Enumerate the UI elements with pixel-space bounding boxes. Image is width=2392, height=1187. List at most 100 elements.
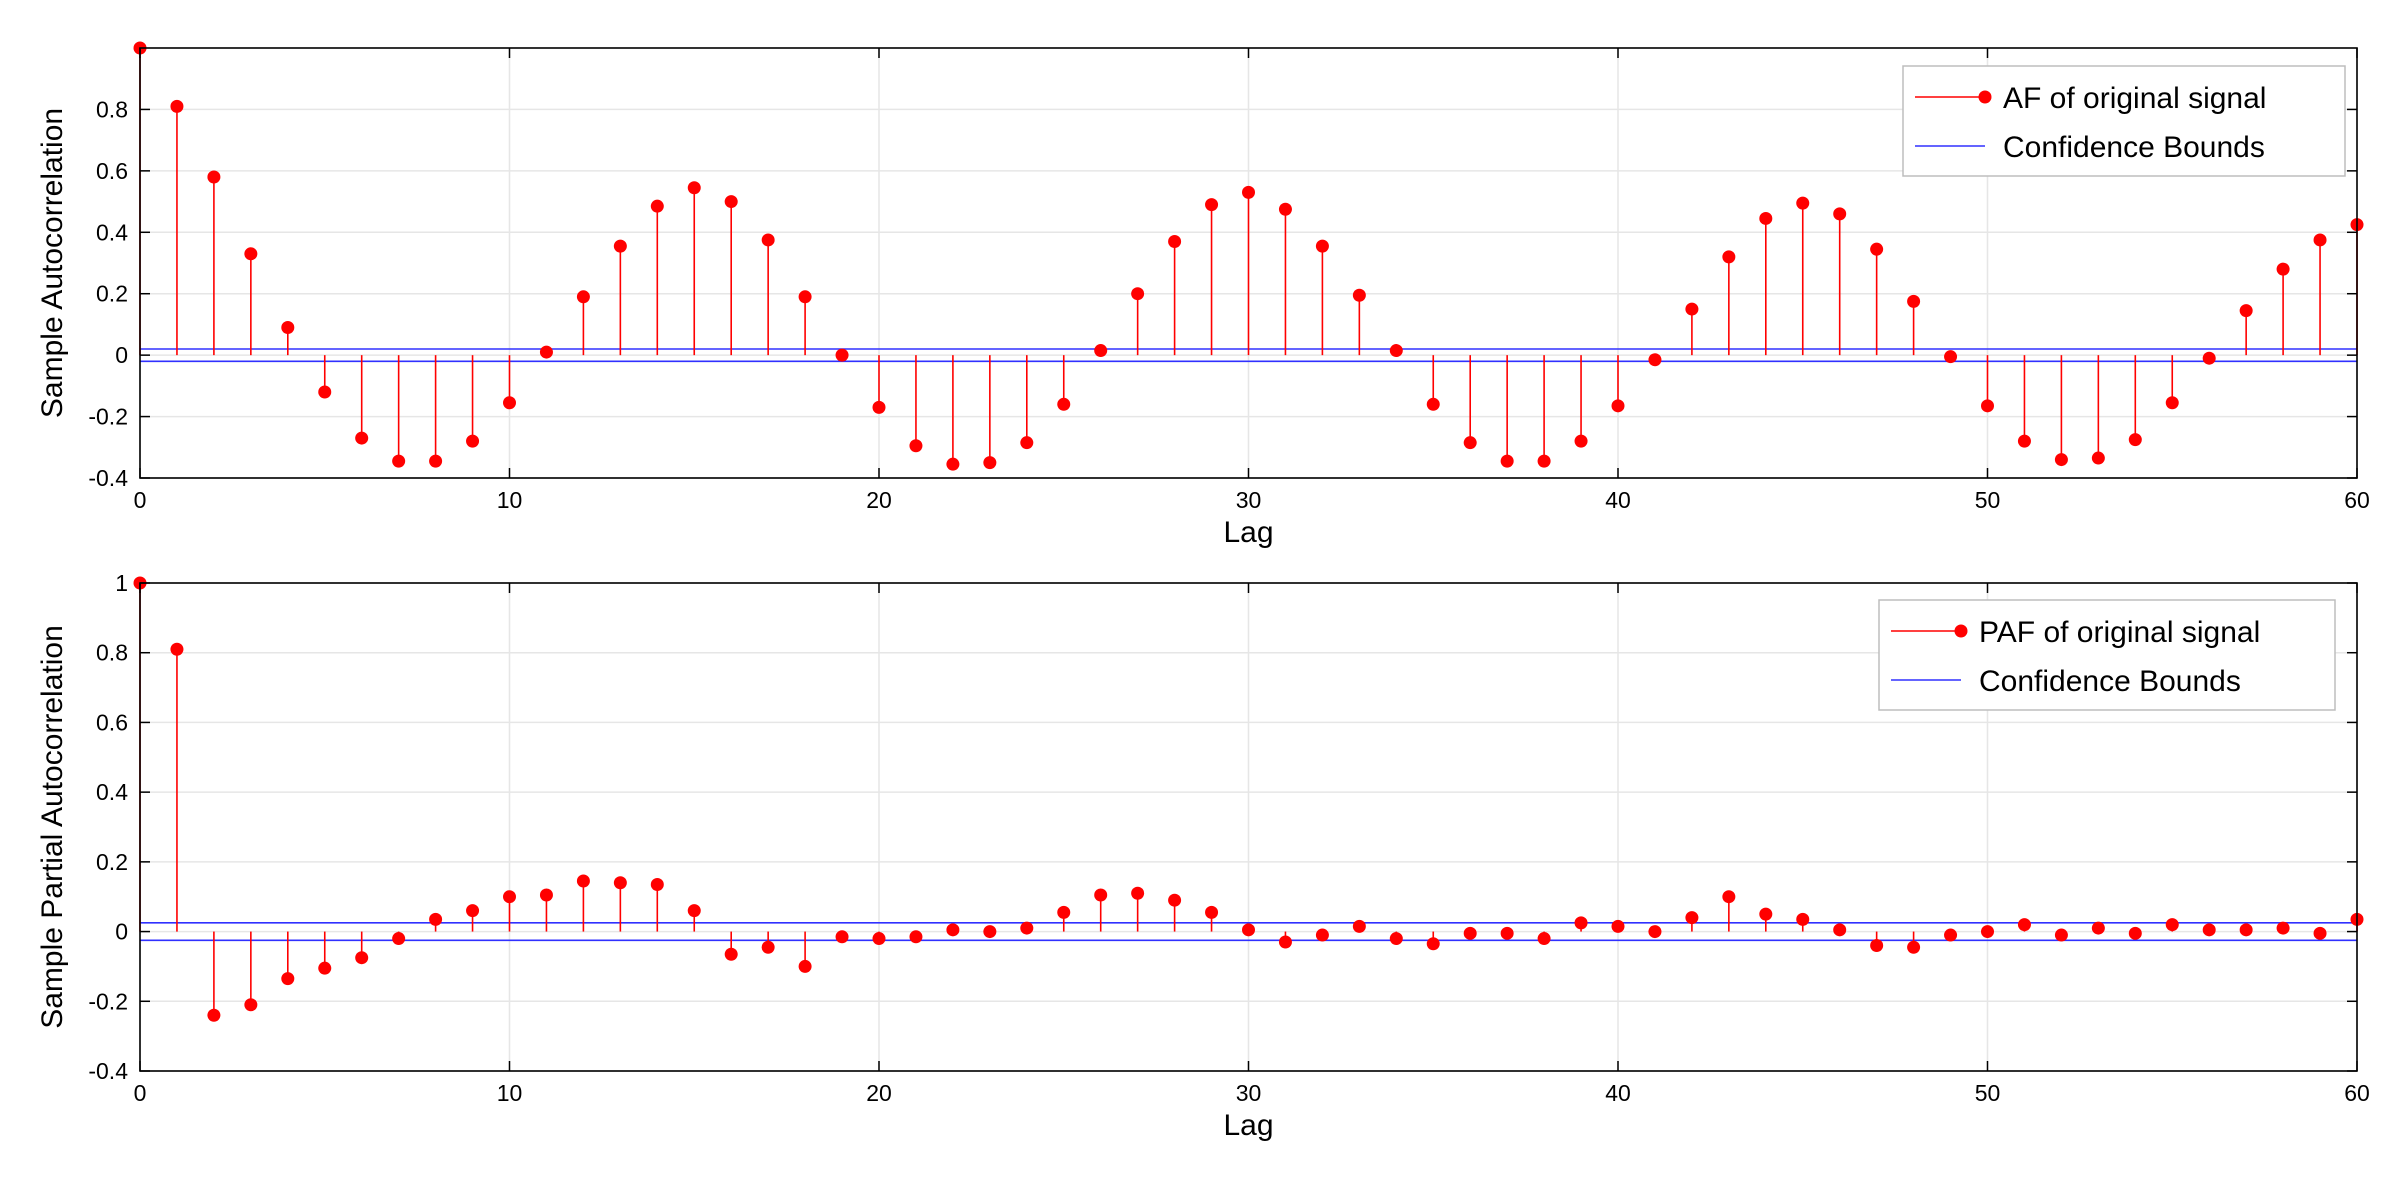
data-point (244, 247, 258, 261)
legend-label: Confidence Bounds (2003, 131, 2265, 164)
data-point (798, 290, 812, 304)
data-point (687, 181, 701, 195)
data-point (1759, 211, 1773, 225)
y-tick-label: 0.6 (96, 709, 128, 735)
data-point (872, 932, 886, 946)
data-point (613, 239, 627, 253)
data-point (576, 290, 590, 304)
data-point (1907, 294, 1921, 308)
y-tick-label: -0.2 (88, 404, 128, 430)
data-point (1833, 207, 1847, 221)
data-point (244, 998, 258, 1012)
data-point (1685, 302, 1699, 316)
data-point (724, 195, 738, 209)
data-point (1722, 250, 1736, 264)
data-point (1094, 344, 1108, 358)
y-tick-label: 0.6 (96, 158, 128, 184)
data-point (983, 456, 997, 470)
data-point (576, 874, 590, 888)
data-point (613, 876, 627, 890)
data-point (392, 932, 406, 946)
y-tick-label: -0.4 (88, 1058, 128, 1084)
x-tick-label: 20 (866, 487, 892, 513)
data-point (1722, 890, 1736, 904)
legend: PAF of original signal Confidence Bounds (1878, 599, 2336, 711)
x-tick-label: 50 (1975, 487, 2001, 513)
data-point (539, 888, 553, 902)
data-point (2313, 233, 2327, 247)
acf-panel: 0 10 20 30 40 50 60 -0.4 -0.2 0 0.2 0.4 0.6 0.8 Lag Sam… (36, 41, 2370, 549)
data-point (1537, 454, 1551, 468)
x-tick-label: 50 (1975, 1080, 2001, 1106)
data-point (1870, 939, 1884, 953)
data-point (1796, 912, 1810, 926)
data-point (1020, 921, 1034, 935)
y-tick-label: 0.8 (96, 96, 128, 122)
data-point (355, 951, 369, 965)
y-tick-label: -0.2 (88, 988, 128, 1014)
y-tick-label: 0 (115, 342, 128, 368)
data-point (946, 457, 960, 471)
legend-label: PAF of original signal (1979, 616, 2260, 649)
data-point (724, 947, 738, 961)
x-tick-label: 10 (497, 487, 523, 513)
data-point (1131, 886, 1145, 900)
data-point (1131, 287, 1145, 301)
x-axis-label: Lag (1223, 1109, 1273, 1142)
data-point (1168, 893, 1182, 907)
data-point (650, 878, 664, 892)
data-point (2054, 928, 2068, 942)
data-point (318, 385, 332, 399)
x-tick-label: 20 (866, 1080, 892, 1106)
y-tick-label: 0.4 (96, 219, 128, 245)
x-tick-label: 30 (1236, 1080, 1262, 1106)
legend: AF of original signal Confidence Bounds (1902, 65, 2346, 177)
data-point (1278, 935, 1292, 949)
data-point (2017, 918, 2031, 932)
legend-box (1902, 65, 2346, 177)
y-tick-label: -0.4 (88, 465, 128, 491)
data-point (1389, 344, 1403, 358)
data-point (1685, 911, 1699, 925)
data-point (1611, 919, 1625, 933)
data-point (1944, 928, 1958, 942)
data-point (1833, 923, 1847, 937)
data-point (650, 199, 664, 213)
x-tick-label: 10 (497, 1080, 523, 1106)
data-point (1205, 905, 1219, 919)
data-point (503, 890, 516, 904)
data-point (2239, 923, 2253, 937)
data-point (207, 170, 221, 184)
data-point (281, 321, 295, 334)
x-tick-label: 60 (2344, 487, 2370, 513)
x-tick-label: 60 (2344, 1080, 2370, 1106)
data-point (2313, 926, 2327, 940)
data-point (1500, 926, 1514, 940)
data-point (1315, 928, 1329, 942)
data-point (539, 345, 553, 359)
data-point (2202, 923, 2216, 937)
y-axis-label: Sample Partial Autocorrelation (36, 625, 69, 1029)
data-point (466, 434, 480, 448)
data-point (1205, 198, 1219, 212)
data-point (466, 904, 480, 918)
data-point (1242, 185, 1255, 199)
y-tick-label: 0.2 (96, 849, 128, 875)
data-point (1315, 239, 1329, 253)
data-point (946, 923, 960, 937)
data-point (170, 99, 184, 113)
data-point (1648, 353, 1662, 367)
data-point (281, 972, 295, 986)
data-point (2054, 453, 2068, 467)
data-point (429, 912, 443, 926)
data-point (909, 930, 923, 944)
data-point (1168, 235, 1182, 248)
data-point (355, 431, 369, 445)
data-point (798, 959, 812, 973)
data-point (503, 396, 516, 410)
data-point (1537, 932, 1551, 946)
data-point (909, 439, 923, 453)
data-point (318, 961, 332, 975)
x-tick-label: 0 (134, 1080, 147, 1106)
